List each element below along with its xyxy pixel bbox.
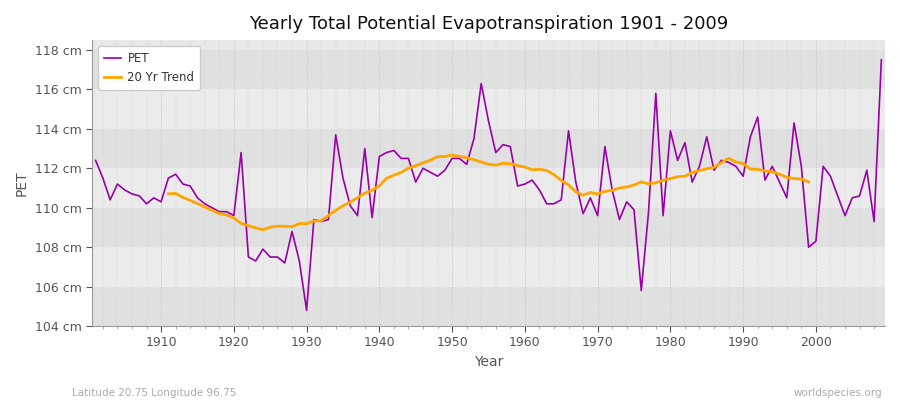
PET <box>519 182 530 186</box>
PET <box>90 158 101 163</box>
20 Yr Trend <box>229 216 239 220</box>
X-axis label: Year: Year <box>473 355 503 369</box>
Line: 20 Yr Trend: 20 Yr Trend <box>168 155 808 230</box>
PET <box>876 58 886 62</box>
PET <box>359 146 370 151</box>
Bar <box>92 208 885 247</box>
PET <box>302 308 312 313</box>
Bar <box>92 50 885 90</box>
PET <box>316 219 327 224</box>
20 Yr Trend <box>302 221 312 226</box>
PET <box>614 217 625 222</box>
Line: PET: PET <box>95 60 881 310</box>
Bar <box>92 129 885 168</box>
Title: Yearly Total Potential Evapotranspiration 1901 - 2009: Yearly Total Potential Evapotranspiratio… <box>249 15 728 33</box>
Bar <box>92 90 885 129</box>
20 Yr Trend <box>745 167 756 172</box>
Y-axis label: PET: PET <box>15 170 29 196</box>
Bar <box>92 168 885 208</box>
20 Yr Trend <box>505 161 516 166</box>
20 Yr Trend <box>243 223 254 228</box>
Text: worldspecies.org: worldspecies.org <box>794 388 882 398</box>
PET <box>148 196 159 200</box>
20 Yr Trend <box>803 180 814 184</box>
Bar <box>92 247 885 286</box>
20 Yr Trend <box>257 227 268 232</box>
20 Yr Trend <box>446 152 457 157</box>
20 Yr Trend <box>163 192 174 196</box>
20 Yr Trend <box>418 160 428 165</box>
Legend: PET, 20 Yr Trend: PET, 20 Yr Trend <box>98 46 201 90</box>
PET <box>526 178 537 182</box>
Bar <box>92 286 885 326</box>
Text: Latitude 20.75 Longitude 96.75: Latitude 20.75 Longitude 96.75 <box>72 388 237 398</box>
